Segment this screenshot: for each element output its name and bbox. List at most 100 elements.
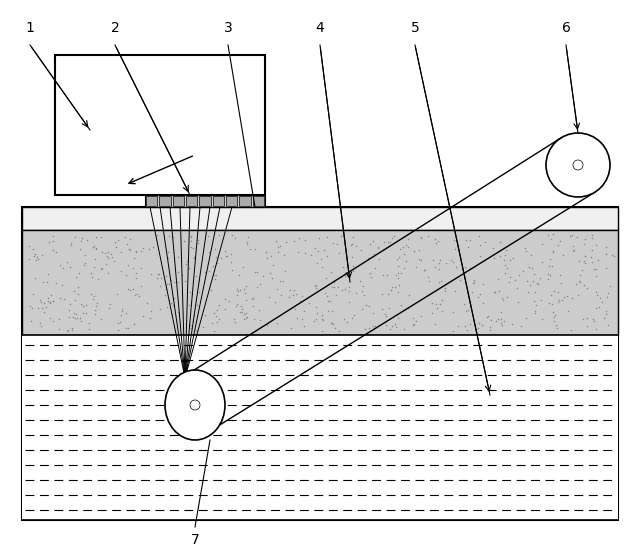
- Point: [378, 246, 389, 255]
- Point: [36, 321, 46, 330]
- Text: 6: 6: [562, 21, 571, 35]
- Point: [394, 280, 404, 289]
- Point: [344, 283, 354, 292]
- Circle shape: [573, 160, 583, 170]
- Point: [422, 231, 433, 240]
- Point: [383, 289, 393, 298]
- Point: [530, 308, 541, 317]
- Point: [567, 242, 578, 251]
- Point: [455, 276, 465, 285]
- Point: [586, 253, 596, 262]
- Bar: [199, 196, 211, 206]
- Point: [459, 262, 470, 271]
- Point: [187, 289, 197, 298]
- Point: [128, 285, 138, 294]
- Point: [131, 274, 141, 282]
- Point: [473, 319, 484, 327]
- Point: [97, 247, 107, 256]
- Point: [522, 276, 532, 285]
- Point: [296, 291, 307, 300]
- Point: [211, 312, 221, 321]
- Point: [192, 300, 203, 309]
- Point: [346, 240, 357, 249]
- Point: [595, 294, 605, 302]
- Point: [464, 294, 474, 302]
- Point: [399, 325, 410, 334]
- Point: [29, 252, 40, 261]
- Point: [579, 280, 589, 289]
- Point: [578, 315, 588, 324]
- Point: [555, 279, 566, 287]
- Point: [500, 251, 510, 260]
- Point: [71, 273, 81, 282]
- Point: [46, 291, 56, 300]
- Point: [591, 325, 601, 334]
- Point: [431, 238, 441, 247]
- Point: [219, 247, 229, 256]
- Point: [168, 233, 178, 242]
- Point: [493, 275, 504, 284]
- Point: [160, 291, 171, 300]
- Point: [130, 268, 141, 277]
- Point: [546, 291, 556, 300]
- Point: [530, 287, 540, 296]
- Point: [181, 256, 192, 265]
- Point: [84, 324, 94, 333]
- Point: [100, 249, 110, 258]
- Point: [580, 235, 590, 244]
- Point: [138, 312, 148, 321]
- Point: [555, 271, 565, 280]
- Point: [148, 243, 158, 252]
- Point: [512, 284, 522, 292]
- Point: [65, 263, 75, 272]
- Point: [389, 232, 399, 241]
- Point: [238, 262, 248, 271]
- Point: [527, 263, 537, 272]
- Point: [360, 325, 371, 334]
- Point: [89, 255, 100, 264]
- Bar: [22, 230, 618, 335]
- Point: [145, 314, 155, 322]
- Point: [587, 257, 597, 266]
- Bar: [240, 196, 250, 206]
- Point: [72, 314, 82, 322]
- Point: [39, 307, 49, 316]
- Point: [370, 263, 380, 272]
- Point: [185, 320, 195, 329]
- Point: [249, 314, 259, 323]
- Bar: [146, 196, 157, 206]
- Point: [589, 317, 599, 326]
- Point: [77, 234, 87, 242]
- Point: [179, 236, 189, 245]
- Point: [461, 306, 471, 315]
- Point: [466, 287, 477, 296]
- Point: [557, 296, 567, 305]
- Point: [73, 282, 83, 291]
- Point: [166, 299, 176, 308]
- Point: [275, 242, 285, 251]
- Point: [125, 246, 135, 255]
- Point: [321, 274, 332, 282]
- Point: [255, 280, 265, 289]
- Point: [328, 320, 339, 329]
- Point: [70, 232, 81, 241]
- Point: [222, 252, 232, 261]
- Point: [323, 297, 334, 306]
- Point: [351, 289, 361, 298]
- Point: [460, 321, 470, 330]
- Point: [268, 261, 278, 270]
- Point: [198, 323, 208, 332]
- Point: [417, 255, 427, 264]
- Point: [194, 276, 204, 285]
- Point: [441, 259, 451, 267]
- Point: [121, 324, 132, 332]
- Point: [391, 323, 401, 332]
- Bar: [159, 196, 171, 206]
- Point: [604, 282, 615, 291]
- Point: [51, 247, 61, 256]
- Point: [550, 286, 560, 295]
- Point: [101, 260, 111, 269]
- Point: [336, 272, 346, 281]
- Point: [554, 296, 564, 305]
- Point: [82, 235, 92, 244]
